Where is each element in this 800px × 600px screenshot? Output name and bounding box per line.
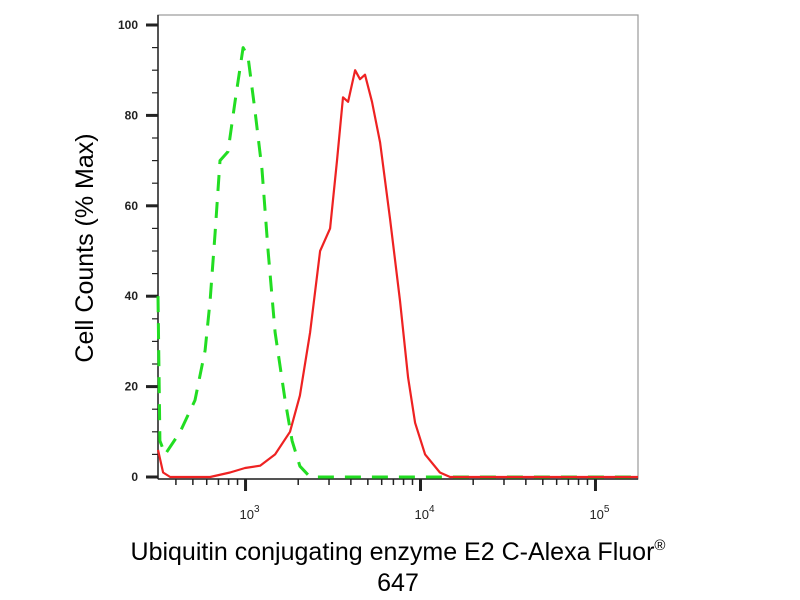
y-tick-label: 20 [125,380,139,394]
x-tick-label: 105 [589,504,609,522]
y-axis-title: Cell Counts (% Max) [71,133,99,362]
series-group [156,46,638,479]
x-axis: 103 104 105 [175,479,610,522]
tick-base: 10 [240,507,254,522]
registered-mark: ® [654,537,665,554]
y-tick-label: 100 [118,18,138,32]
y-tick-label: 40 [125,289,139,303]
y-tick-label: 80 [125,108,139,122]
control-histogram-line [156,46,638,479]
tick-base: 10 [414,507,428,522]
tick-exponent: 5 [604,504,610,515]
tick-exponent: 3 [254,504,260,515]
x-axis-title-text: Ubiquitin conjugating enzyme E2 C-Alexa … [131,538,655,566]
sample-histogram-line [156,69,638,479]
y-tick-label: 60 [125,199,139,213]
x-axis-title: Ubiquitin conjugating enzyme E2 C-Alexa … [131,537,666,566]
y-axis: 0 20 40 60 80 100 [118,18,158,484]
plot-border [157,14,639,480]
y-tick-label: 0 [131,470,138,484]
x-axis-title-line2: 647 [377,569,419,597]
tick-exponent: 4 [429,504,435,515]
tick-base: 10 [589,507,603,522]
plot-frame [157,14,639,480]
x-tick-label: 103 [240,504,260,522]
x-tick-label: 104 [414,504,434,522]
